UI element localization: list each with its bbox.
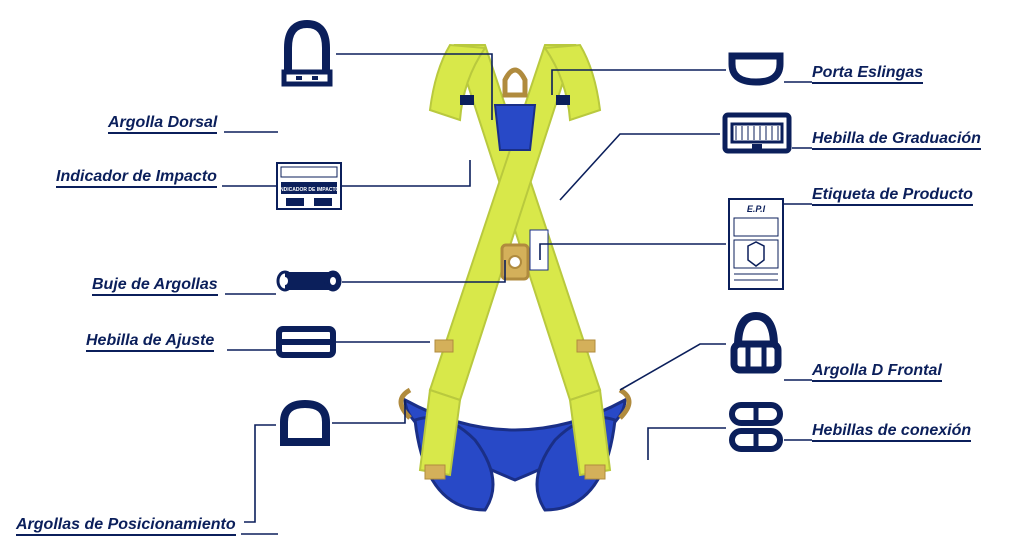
svg-text:E.P.I: E.P.I xyxy=(747,204,766,214)
svg-text:INDICADOR DE IMPACTO: INDICADOR DE IMPACTO xyxy=(279,187,340,193)
connect-buckle-icon xyxy=(728,402,784,457)
label-text-porta-eslingas: Porta Eslingas xyxy=(812,64,923,84)
harness-figure xyxy=(365,40,665,520)
label-text-etiqueta-producto: Etiqueta de Producto xyxy=(812,186,973,206)
label-text-buje-argollas: Buje de Argollas xyxy=(92,276,218,296)
label-text-argollas-posicionamiento: Argollas de Posicionamiento xyxy=(16,516,236,536)
grad-buckle-icon xyxy=(722,112,792,159)
label-argollas-posicionamiento: Argollas de Posicionamiento xyxy=(16,516,236,534)
label-indicador-impacto: Indicador de Impacto xyxy=(56,168,217,186)
diagram-stage: Argolla Dorsal Indicador de Impacto INDI… xyxy=(0,0,1024,550)
label-hebillas-conexion: Hebillas de conexión xyxy=(812,422,971,440)
label-argolla-dorsal: Argolla Dorsal xyxy=(108,114,217,132)
impact-tag-icon: INDICADOR DE IMPACTO xyxy=(276,162,342,215)
sling-holder-icon xyxy=(728,50,784,91)
label-text-hebilla-graduacion: Hebilla de Graduación xyxy=(812,130,981,150)
product-label-icon: E.P.I xyxy=(728,198,784,295)
label-text-indicador-impacto: Indicador de Impacto xyxy=(56,168,217,188)
bushing-icon xyxy=(276,270,342,297)
d-ring-small-icon xyxy=(278,398,332,453)
d-ring-frontal-icon xyxy=(728,310,784,381)
d-ring-big-icon xyxy=(278,18,336,93)
label-buje-argollas: Buje de Argollas xyxy=(92,276,218,294)
label-argolla-d-frontal: Argolla D Frontal xyxy=(812,362,942,380)
label-etiqueta-producto: Etiqueta de Producto xyxy=(812,186,973,204)
adjust-buckle-icon xyxy=(276,326,336,363)
label-text-hebilla-ajuste: Hebilla de Ajuste xyxy=(86,332,214,352)
label-porta-eslingas: Porta Eslingas xyxy=(812,64,923,82)
label-hebilla-graduacion: Hebilla de Graduación xyxy=(812,130,981,148)
label-text-argolla-dorsal: Argolla Dorsal xyxy=(108,114,217,134)
label-hebilla-ajuste: Hebilla de Ajuste xyxy=(86,332,214,350)
label-text-argolla-d-frontal: Argolla D Frontal xyxy=(812,362,942,382)
label-text-hebillas-conexion: Hebillas de conexión xyxy=(812,422,971,442)
